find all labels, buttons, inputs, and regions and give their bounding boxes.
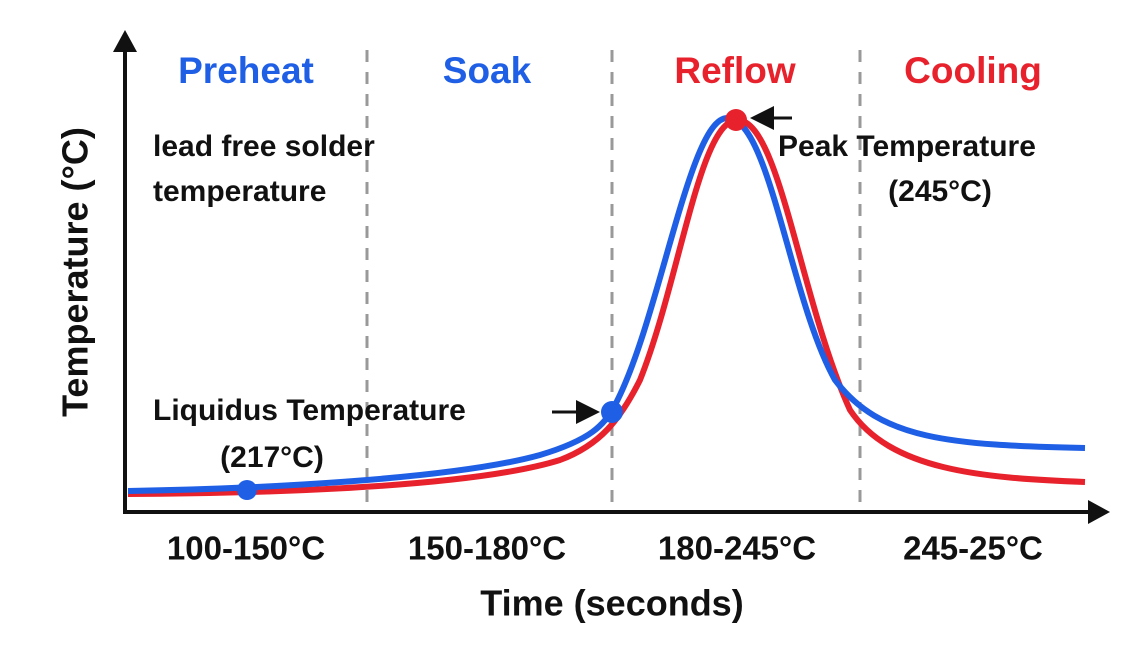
red-profile-curve (127, 116, 1086, 497)
blue-profile-curve (127, 114, 1086, 494)
liquidus-value: (217°C) (220, 441, 324, 474)
zone-range: 100-150°C (167, 530, 325, 567)
liquidus-label: Liquidus Temperature (153, 394, 466, 427)
start-point (237, 480, 257, 500)
zone-label: Cooling (904, 50, 1042, 91)
peak-label: Peak Temperature (778, 130, 1036, 163)
peak-point (725, 109, 747, 131)
y-axis-title: Temperature (°C) (55, 127, 96, 417)
zone-range: 245-25°C (903, 530, 1043, 567)
x-axis-title: Time (seconds) (480, 583, 743, 624)
liquidus-point (601, 401, 623, 423)
zone-range: 150-180°C (408, 530, 566, 567)
zone-label: Reflow (674, 50, 796, 91)
note: temperature (153, 175, 326, 208)
peak-value: (245°C) (888, 175, 992, 208)
zone-range: 180-245°C (658, 530, 816, 567)
zone-label: Preheat (178, 50, 314, 91)
zone-label: Soak (443, 50, 532, 91)
y-axis-arrow (113, 30, 137, 52)
note: lead free solder (153, 130, 375, 163)
x-axis-arrow (1088, 500, 1110, 524)
